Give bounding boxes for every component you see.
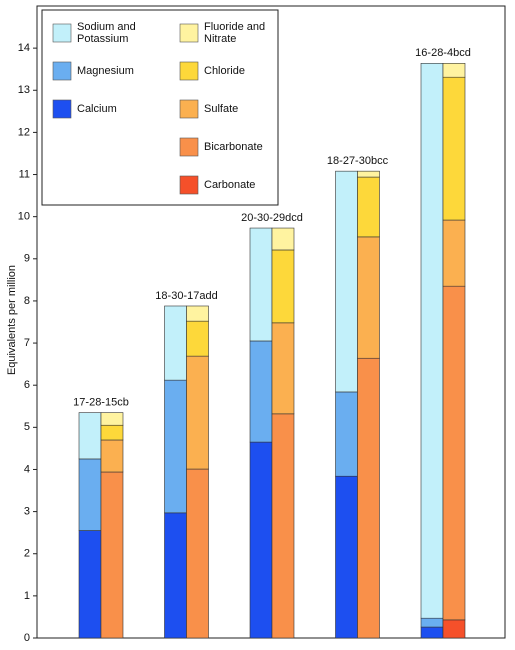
legend-label: Fluoride and Nitrate <box>204 21 268 45</box>
legend-label: Carbonate <box>204 179 255 191</box>
y-tick-label: 0 <box>24 632 30 644</box>
bar-segment <box>420 63 444 619</box>
legend-swatch <box>179 137 199 157</box>
bar-segment <box>420 626 444 639</box>
bar-segment <box>357 170 380 178</box>
legend-label-line: Sodium and <box>77 21 139 33</box>
y-tick-label: 14 <box>18 42 30 54</box>
bar-segment <box>100 439 124 473</box>
legend-swatch <box>179 23 199 43</box>
bar-segment <box>186 320 209 357</box>
y-tick-label: 9 <box>24 253 30 265</box>
bar-segment <box>271 249 295 324</box>
y-axis-label: Equivalents per million <box>6 265 18 375</box>
bar-segment <box>164 305 187 381</box>
bar-segment <box>335 475 358 639</box>
bar-segment <box>78 530 102 639</box>
y-tick-label: 11 <box>19 168 30 180</box>
bar-segment <box>78 458 102 531</box>
category-label: 18-27-30bcc <box>327 155 389 167</box>
y-tick-label: 10 <box>18 211 30 223</box>
y-tick-label: 3 <box>24 506 30 518</box>
legend-label: Chloride <box>204 65 245 77</box>
bar-segment <box>164 512 187 639</box>
legend-swatch <box>179 99 199 119</box>
bar-segment <box>442 63 466 78</box>
y-tick-label: 7 <box>24 337 30 349</box>
legend-label: Sulfate <box>204 103 238 115</box>
y-tick-label: 1 <box>24 590 30 602</box>
bar-segment <box>271 413 295 639</box>
bar-segment <box>357 176 380 238</box>
bar-segment <box>420 617 444 628</box>
bar-segment <box>271 227 295 251</box>
legend-swatch <box>52 99 72 119</box>
legend-label: Sodium and Potassium <box>77 21 139 45</box>
category-label: 18-30-17add <box>155 290 217 302</box>
legend-label: Magnesium <box>77 65 134 77</box>
category-label: 16-28-4bcd <box>415 47 471 59</box>
legend-box <box>41 9 279 206</box>
legend-swatch <box>179 175 199 195</box>
bar-segment <box>186 355 209 470</box>
bar-segment <box>100 471 124 639</box>
legend-swatch <box>179 61 199 81</box>
legend-label: Bicarbonate <box>204 141 263 153</box>
legend-swatch <box>52 23 72 43</box>
bar-segment <box>249 227 273 342</box>
bar-segment <box>100 412 124 426</box>
bar-segment <box>442 76 466 221</box>
y-tick-label: 12 <box>18 126 30 138</box>
legend-label: Calcium <box>77 103 117 115</box>
bar-segment <box>249 340 273 443</box>
y-tick-label: 8 <box>24 295 30 307</box>
bar-segment <box>164 379 187 514</box>
y-tick-label: 2 <box>24 548 30 560</box>
y-tick-label: 6 <box>24 379 30 391</box>
bar-segment <box>271 322 295 415</box>
bar-segment <box>335 170 358 393</box>
bar-segment <box>186 305 209 322</box>
bar-segment <box>442 285 466 621</box>
legend-label-line: Fluoride and <box>204 21 268 33</box>
bar-segment <box>100 424 124 441</box>
y-tick-label: 4 <box>24 463 30 475</box>
bar-segment <box>442 619 466 639</box>
legend-label-line: Nitrate <box>204 33 236 45</box>
legend-label-line: Potassium <box>77 33 128 45</box>
bar-segment <box>442 219 466 287</box>
bar-segment <box>186 468 209 639</box>
y-tick-label: 13 <box>18 84 30 96</box>
bar-segment <box>357 236 380 359</box>
category-label: 20-30-29dcd <box>241 212 303 224</box>
bar-segment <box>249 441 273 639</box>
bar-segment <box>335 391 358 477</box>
legend-swatch <box>52 61 72 81</box>
y-tick-label: 5 <box>24 421 30 433</box>
category-label: 17-28-15cb <box>73 396 129 408</box>
bar-segment <box>357 357 380 639</box>
bar-segment <box>78 412 102 460</box>
